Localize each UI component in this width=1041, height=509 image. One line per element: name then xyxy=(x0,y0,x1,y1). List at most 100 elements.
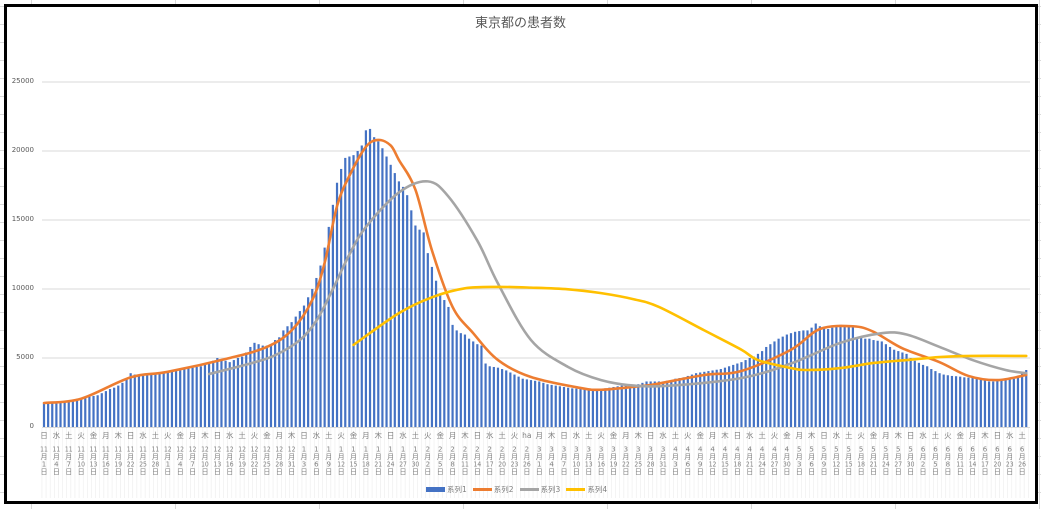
weekday-label: 日 xyxy=(733,431,742,440)
bar xyxy=(406,195,409,427)
date-label: 11月4日 xyxy=(52,446,61,476)
weekday-label: 金 xyxy=(783,431,791,440)
bar xyxy=(245,352,248,427)
bar xyxy=(311,289,314,427)
bar xyxy=(732,364,735,427)
bar xyxy=(843,325,846,427)
bar xyxy=(938,373,941,427)
date-label: 2月14日 xyxy=(473,446,482,476)
bar xyxy=(851,326,854,427)
bar xyxy=(67,400,70,427)
weekday-label: 土 xyxy=(845,431,853,440)
weekday-label: 月 xyxy=(795,431,803,440)
bar xyxy=(257,344,260,427)
bar xyxy=(340,168,343,427)
weekday-label: 月 xyxy=(535,431,543,440)
date-label: 5月9日 xyxy=(820,446,828,476)
bar xyxy=(624,385,628,427)
bar xyxy=(769,344,772,427)
bar xyxy=(633,384,636,427)
weekday-label: 木 xyxy=(981,431,989,440)
bar xyxy=(678,378,681,427)
weekday-label: 水 xyxy=(832,431,841,440)
bar xyxy=(818,326,821,427)
bar xyxy=(855,337,859,427)
bar xyxy=(802,330,805,427)
y-tick-label: 15000 xyxy=(11,215,34,223)
bar xyxy=(261,345,264,427)
weekday-label: 水 xyxy=(52,431,61,440)
date-label: 1月30日 xyxy=(411,446,420,476)
date-label: 1月9日 xyxy=(324,446,333,476)
date-label: 11月25日 xyxy=(139,446,148,476)
legend-label: 系列3 xyxy=(540,485,561,494)
bar xyxy=(315,277,318,427)
bar xyxy=(942,374,945,427)
bar xyxy=(612,386,615,427)
date-label: 11月19日 xyxy=(114,446,123,476)
bar xyxy=(360,145,363,428)
date-label: 12月31日 xyxy=(287,446,296,476)
bar xyxy=(253,342,256,427)
date-label: 12月22日 xyxy=(250,446,259,476)
bar xyxy=(595,389,599,427)
weekday-label: 金 xyxy=(609,431,618,440)
bar xyxy=(183,369,186,427)
date-label: 4月15日 xyxy=(720,446,729,476)
bar xyxy=(628,384,632,427)
bar xyxy=(162,371,165,427)
legend-item: 系列1 xyxy=(426,485,467,494)
bar xyxy=(550,384,553,427)
bar xyxy=(868,338,871,427)
bar xyxy=(661,381,665,427)
date-label: 12月16日 xyxy=(225,446,234,476)
weekday-label: 月 xyxy=(708,431,717,440)
date-label: 6月14日 xyxy=(968,446,977,476)
bar xyxy=(133,374,136,427)
bar xyxy=(174,370,178,427)
bar xyxy=(1012,378,1015,427)
bar xyxy=(686,375,689,427)
bar xyxy=(987,381,991,427)
bar xyxy=(921,364,925,427)
bar xyxy=(150,374,153,427)
bar xyxy=(666,380,669,427)
bar xyxy=(517,376,520,427)
date-label: 3月22日 xyxy=(621,446,630,476)
bar xyxy=(377,141,380,427)
bar xyxy=(344,157,347,427)
bar xyxy=(719,369,722,427)
bar xyxy=(348,156,351,427)
y-tick-label: 0 xyxy=(29,422,34,430)
date-label: 3月1日 xyxy=(535,446,544,476)
weekday-label: 金 xyxy=(349,431,358,440)
weekday-label: 木 xyxy=(374,431,383,440)
bar xyxy=(422,232,425,427)
legend-item: 系列2 xyxy=(472,485,514,494)
date-label: 6月26日 xyxy=(1018,446,1027,476)
bar xyxy=(765,346,768,427)
date-label: 6月5日 xyxy=(931,446,940,476)
weekday-label: 日 xyxy=(993,431,1002,440)
date-label: 6月11日 xyxy=(956,446,965,476)
bar xyxy=(538,381,541,427)
bar xyxy=(777,338,780,427)
y-tick-label: 10000 xyxy=(11,284,34,292)
bar xyxy=(323,247,326,427)
date-label: 3月28日 xyxy=(646,446,655,476)
bar xyxy=(92,395,95,427)
bar xyxy=(75,398,79,427)
date-label: 2月11日 xyxy=(460,446,469,476)
date-label: 5月15日 xyxy=(844,446,853,476)
weekday-label: 土 xyxy=(671,431,680,440)
weekday-label: 火 xyxy=(250,431,259,440)
date-label: 1月3日 xyxy=(300,446,308,476)
weekday-label: 金 xyxy=(89,431,98,440)
weekday-label: 土 xyxy=(411,431,420,440)
bar xyxy=(992,381,995,427)
bar xyxy=(480,345,483,427)
bar xyxy=(55,402,58,427)
bar xyxy=(137,375,141,427)
bar xyxy=(707,371,710,427)
bar xyxy=(525,379,528,427)
